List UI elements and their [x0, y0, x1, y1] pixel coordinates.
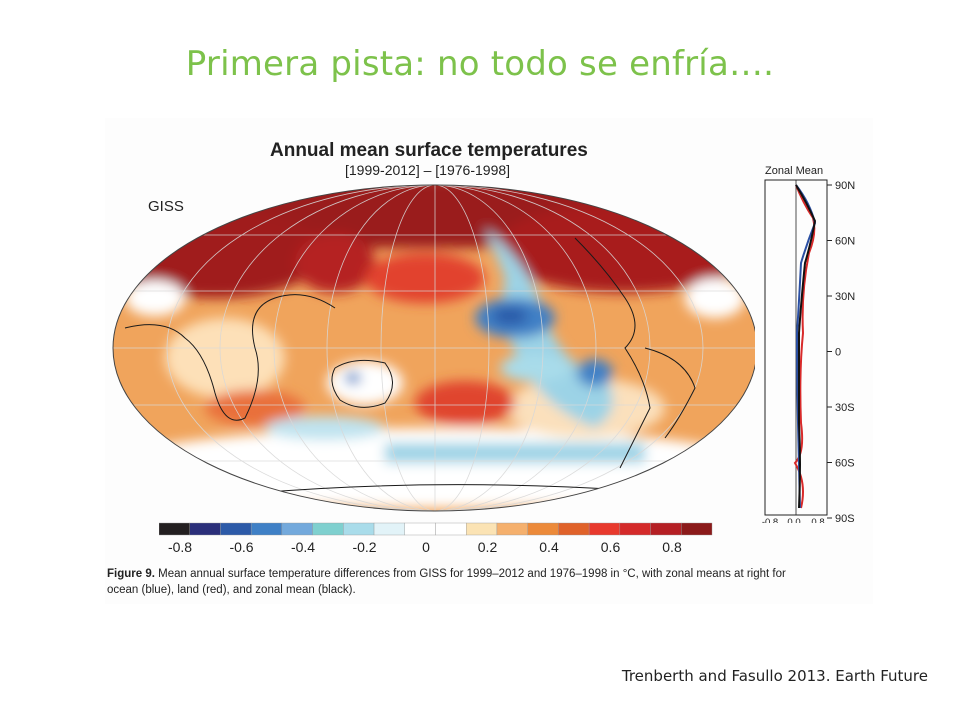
- zonal-mean-profile: [795, 184, 817, 509]
- colorbar: -0.8 -0.6 -0.4 -0.2 0 0.2 0.4 0.6 0.8: [159, 522, 713, 555]
- colorbar-tick-label: -0.8: [168, 539, 192, 555]
- zonal-x-tick-label: 0.0: [787, 517, 800, 523]
- colorbar-cell: [281, 522, 313, 536]
- colorbar-cell: [619, 522, 651, 536]
- dataset-label: GISS: [148, 198, 184, 215]
- colorbar-cell: [312, 522, 344, 536]
- colorbar-tick-label: 0.6: [601, 539, 621, 555]
- colorbar-cell: [343, 522, 375, 536]
- colorbar-cell: [527, 522, 559, 536]
- colorbar-tick-label: 0: [422, 539, 430, 555]
- colorbar-cell: [159, 522, 190, 536]
- caption-label: Figure 9.: [107, 568, 155, 580]
- colorbar-cell: [558, 522, 590, 536]
- slide-title: Primera pista: no todo se enfría….: [185, 44, 775, 84]
- zonal-lat-tick-label: 60N: [835, 236, 855, 248]
- zonal-lat-tick-label: 30S: [835, 402, 855, 414]
- colorbar-cell: [220, 522, 252, 536]
- colorbar-cell: [650, 522, 682, 536]
- zonal-mean-panel: Zonal Mean 90N 60N 30N 0 30S 60S 90S -0.8 0.0 0.…: [762, 165, 855, 523]
- colorbar-cell: [189, 522, 221, 536]
- zonal-lat-tick-label: 60S: [835, 458, 855, 470]
- colorbar-cell: [250, 522, 283, 536]
- colorbar-tick-label: 0.4: [539, 539, 559, 555]
- colorbar-cell: [404, 522, 436, 536]
- temperature-figure: Annual mean surface temperatures [1999-2…: [105, 118, 873, 604]
- world-temperature-map: [112, 184, 755, 512]
- colorbar-tick-label: 0.2: [478, 539, 498, 555]
- caption-text: Mean annual surface temperature differen…: [107, 568, 786, 596]
- citation: Trenberth and Fasullo 2013. Earth Future: [621, 667, 928, 685]
- colorbar-cell: [435, 522, 467, 536]
- zonal-x-tick-label: 0.8: [811, 517, 824, 523]
- zonal-x-tick-label: -0.8: [762, 517, 778, 523]
- colorbar-tick-label: -0.4: [291, 539, 315, 555]
- colorbar-cell: [681, 522, 713, 536]
- zonal-lat-tick-label: 90N: [835, 180, 855, 192]
- colorbar-tick-label: -0.6: [229, 539, 253, 555]
- figure-title: Annual mean surface temperatures: [270, 140, 588, 161]
- colorbar-cell: [373, 522, 405, 536]
- zonal-title: Zonal Mean: [765, 165, 823, 177]
- figure-subtitle: [1999-2012] – [1976-1998]: [345, 162, 511, 178]
- figure-caption: Figure 9. Mean annual surface temperatur…: [107, 566, 807, 598]
- colorbar-tick-label: -0.2: [352, 539, 376, 555]
- colorbar-cell: [496, 522, 528, 536]
- zonal-lat-tick-label: 0: [835, 347, 841, 359]
- colorbar-tick-label: 0.8: [662, 539, 682, 555]
- zonal-lat-tick-label: 30N: [835, 291, 855, 303]
- zonal-lat-tick-label: 90S: [835, 513, 855, 523]
- colorbar-cell: [588, 522, 621, 536]
- colorbar-cell: [466, 522, 498, 536]
